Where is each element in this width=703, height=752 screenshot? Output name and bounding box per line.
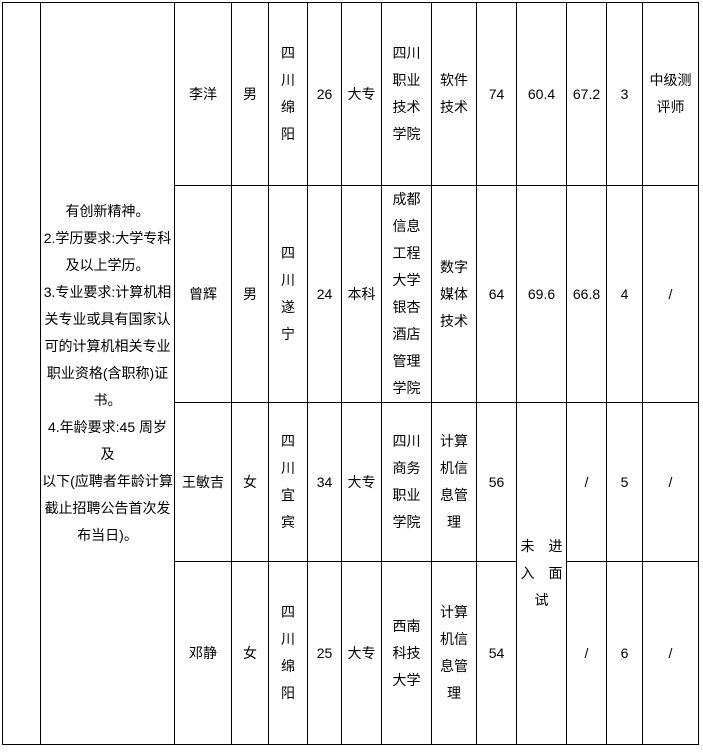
table-row: 邓静 女 四 川 绵 阳 25 大专 西南 科技 大学 计算 机信 息管 理 5… — [3, 561, 699, 745]
interview-score-cell: 60.4 — [516, 2, 567, 186]
certificate-cell: / — [642, 185, 699, 403]
education-cell: 大专 — [341, 2, 382, 186]
certificate-cell: / — [642, 402, 699, 562]
total-score-cell: 67.2 — [566, 2, 607, 186]
rank-cell: 5 — [606, 402, 643, 562]
gender-cell: 女 — [231, 402, 269, 562]
school-cell: 四川 职业 技术 学院 — [381, 2, 432, 186]
name-cell: 邓静 — [174, 561, 232, 745]
school-cell: 成都 信息 工程 大学 银杏 酒店 管理 学院 — [381, 185, 432, 403]
total-score-cell: / — [566, 402, 607, 562]
certificate-cell: 中级测 评师 — [642, 2, 699, 186]
hometown-cell: 四 川 绵 阳 — [268, 561, 308, 745]
gender-cell: 男 — [231, 2, 269, 186]
interview-score-cell: 69.6 — [516, 185, 567, 403]
table-row: 有创新精神。 2.学历要求:大学专科 及以上学历。 3.专业要求:计算机相 关专… — [2, 2, 699, 745]
education-cell: 大专 — [341, 561, 382, 745]
total-score-cell: 66.8 — [566, 185, 607, 403]
table-row: 王敏吉 女 四 川 宜 宾 34 大专 四川 商务 职业 学院 计算 机信 息管… — [3, 402, 699, 745]
written-score-cell: 56 — [476, 402, 517, 562]
gender-cell: 男 — [231, 185, 269, 403]
education-cell: 本科 — [341, 185, 382, 403]
major-cell: 计算 机信 息管 理 — [431, 402, 477, 562]
major-cell: 数字 媒体 技术 — [431, 185, 477, 403]
age-cell: 26 — [307, 2, 342, 186]
hometown-cell: 四 川 绵 阳 — [268, 2, 308, 186]
candidates-table: 有创新精神。 2.学历要求:大学专科 及以上学历。 3.专业要求:计算机相 关专… — [2, 2, 699, 745]
name-cell: 李洋 — [174, 2, 232, 186]
name-cell: 曾辉 — [174, 185, 232, 403]
rank-cell: 4 — [606, 185, 643, 403]
written-score-cell: 64 — [476, 185, 517, 403]
table-row: 曾辉 男 四 川 遂 宁 24 本科 成都 信息 工程 大学 银杏 酒店 管理 … — [3, 185, 699, 403]
left-spacer-cell — [2, 2, 41, 745]
school-cell: 四川 商务 职业 学院 — [381, 402, 432, 562]
rank-cell: 6 — [606, 561, 643, 745]
major-cell: 软件 技术 — [431, 2, 477, 186]
gender-cell: 女 — [231, 561, 269, 745]
rank-cell: 3 — [606, 2, 643, 186]
name-cell: 王敏吉 — [174, 402, 232, 562]
age-cell: 24 — [307, 185, 342, 403]
requirements-notes-cell: 有创新精神。 2.学历要求:大学专科 及以上学历。 3.专业要求:计算机相 关专… — [40, 2, 175, 745]
hometown-cell: 四 川 宜 宾 — [268, 402, 308, 562]
certificate-cell: / — [642, 561, 699, 745]
interview-status-merged-cell: 未 进 入 面 试 — [516, 402, 567, 745]
hometown-cell: 四 川 遂 宁 — [268, 185, 308, 403]
age-cell: 34 — [307, 402, 342, 562]
major-cell: 计算 机信 息管 理 — [431, 561, 477, 745]
written-score-cell: 74 — [476, 2, 517, 186]
total-score-cell: / — [566, 561, 607, 745]
age-cell: 25 — [307, 561, 342, 745]
school-cell: 西南 科技 大学 — [381, 561, 432, 745]
education-cell: 大专 — [341, 402, 382, 562]
written-score-cell: 54 — [476, 561, 517, 745]
